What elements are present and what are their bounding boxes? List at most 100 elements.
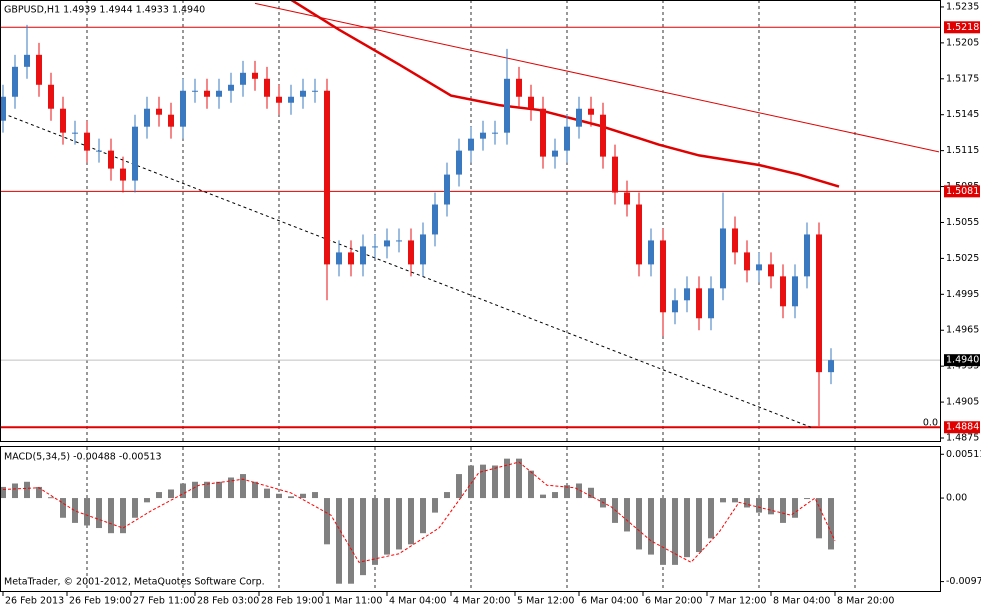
macd-bar (276, 493, 282, 499)
macd-bar (1, 486, 6, 499)
x-tick-label: 4 Mar 20:00 (453, 596, 510, 607)
macd-bar (756, 498, 762, 513)
macd-bar (552, 492, 558, 499)
macd-bar (480, 464, 486, 499)
annotation: 0.0 (923, 418, 938, 429)
x-tick-label: 6 Mar 04:00 (581, 596, 638, 607)
trend-line (2, 113, 812, 428)
candle-body (228, 84, 234, 91)
candle-body (540, 108, 546, 157)
candle-body (492, 132, 498, 134)
macd-bar (540, 494, 546, 499)
candle-body (408, 240, 414, 265)
candle-body (300, 90, 306, 97)
candle-body (624, 192, 630, 205)
candle-body (180, 90, 186, 127)
level-label-box (944, 185, 980, 198)
macd-bar (72, 498, 78, 523)
candle-body (708, 288, 714, 319)
macd-bar (516, 458, 522, 499)
y-tick-label: 0.00 (946, 493, 967, 504)
trend-line (254, 2, 940, 153)
candle-body (780, 276, 786, 307)
level-label: 1.4884 (946, 422, 979, 433)
macd-bar (372, 498, 378, 565)
y-tick-label: -0.00975 (946, 576, 981, 587)
candle-body (612, 156, 618, 193)
macd-bar (768, 498, 774, 515)
candle-body (36, 54, 42, 85)
main-title: GBPUSD,H1 1.4939 1.4944 1.4933 1.4940 (4, 5, 205, 16)
candle-body (804, 234, 810, 277)
current-price-box (944, 354, 980, 367)
macd-bar (240, 474, 246, 499)
candle-body (720, 228, 726, 289)
candle-body (312, 90, 318, 92)
candle-body (516, 78, 522, 97)
macd-bar (228, 477, 234, 499)
candle-body (504, 78, 510, 133)
macd-bar (720, 498, 726, 503)
macd-bar (144, 498, 150, 503)
candle-body (420, 234, 426, 265)
candle-body (120, 168, 126, 181)
macd-bar (384, 498, 390, 555)
macd-bar (60, 498, 66, 518)
candle-body (372, 246, 378, 248)
macd-bar (96, 498, 102, 529)
candle-body (204, 90, 210, 97)
candle-body (60, 108, 66, 133)
x-tick-label: 26 Feb 2013 (5, 596, 64, 607)
candle-body (252, 72, 258, 79)
macd-bar (528, 470, 534, 499)
candle-body (72, 132, 78, 134)
candle-body (444, 174, 450, 205)
y-tick-label: 1.4965 (946, 325, 979, 336)
level-label-box (944, 421, 980, 434)
macd-bar (252, 481, 258, 499)
current-price-label: 1.4940 (946, 355, 979, 366)
macd-bar (360, 498, 366, 576)
candle-body (168, 114, 174, 127)
macd-bar (804, 498, 810, 500)
candle-body (396, 240, 402, 242)
macd-bar (564, 485, 570, 499)
candle-body (528, 96, 534, 109)
macd-bar (348, 498, 354, 584)
candle-body (576, 108, 582, 127)
macd-bar (492, 465, 498, 499)
main-frame (0, 0, 941, 442)
y-tick-label: 1.4875 (946, 433, 979, 444)
candle-body (96, 150, 102, 152)
macd-bar (444, 492, 450, 499)
macd-bar (732, 498, 738, 503)
candle-body (672, 300, 678, 313)
candle-body (636, 204, 642, 265)
x-tick-label: 28 Feb 03:00 (197, 596, 259, 607)
candle-body (216, 90, 222, 97)
y-tick-label: 1.5235 (946, 1, 979, 12)
macd-title: MACD(5,34,5) -0.00488 -0.00513 (4, 452, 162, 463)
y-tick-label: 1.5145 (946, 109, 979, 120)
macd-bar (36, 486, 42, 499)
x-tick-label: 27 Feb 11:00 (133, 596, 195, 607)
macd-bar (576, 483, 582, 499)
x-tick-label: 1 Mar 11:00 (325, 596, 382, 607)
candle-body (264, 78, 270, 97)
macd-bar (24, 481, 30, 499)
macd-bar (408, 498, 414, 545)
macd-bar (324, 498, 330, 545)
candle-body (132, 126, 138, 181)
y-tick-label: 1.5115 (946, 145, 979, 156)
macd-bar (12, 483, 18, 499)
y-tick-label: 1.4905 (946, 397, 979, 408)
macd-bar (648, 498, 654, 555)
macd-bar (828, 498, 834, 550)
x-tick-label: 5 Mar 12:00 (517, 596, 574, 607)
macd-bar (264, 488, 270, 499)
candle-body (156, 108, 162, 115)
candle-body (288, 96, 294, 103)
candle-body (384, 240, 390, 247)
